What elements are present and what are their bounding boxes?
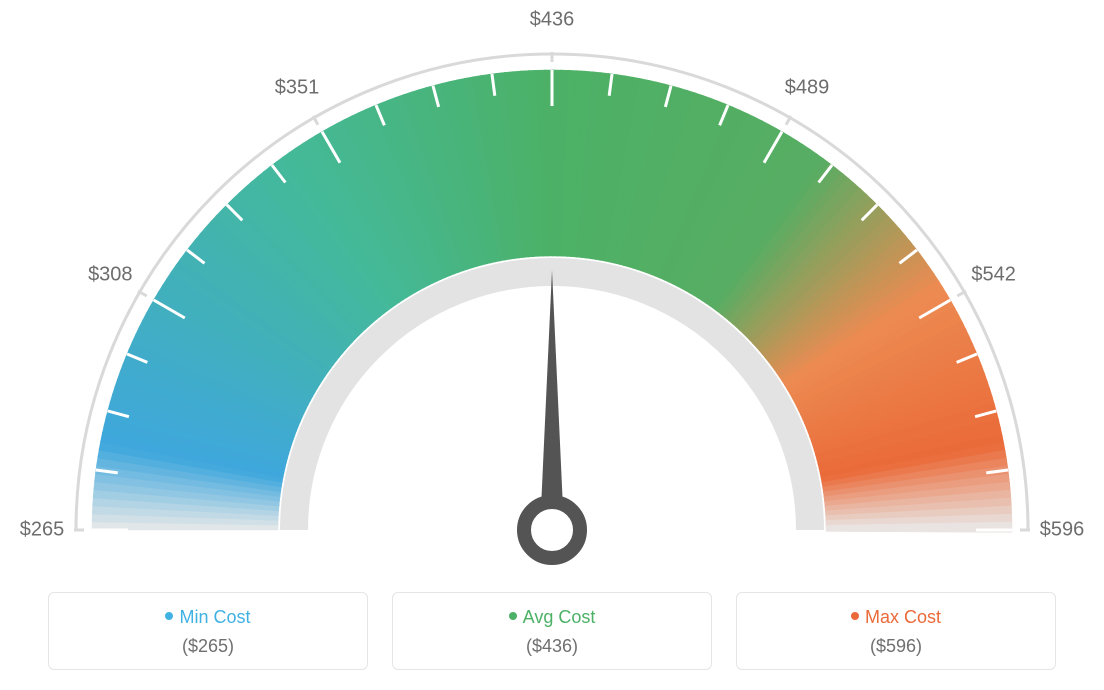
legend-title-min: Min Cost xyxy=(49,607,367,628)
gauge-tick-label: $489 xyxy=(785,77,830,99)
gauge-tick-label: $596 xyxy=(1040,518,1085,540)
legend-row: Min Cost ($265) Avg Cost ($436) Max Cost… xyxy=(0,592,1104,670)
gauge-tick-label: $308 xyxy=(88,263,133,285)
legend-value-max: ($596) xyxy=(737,636,1055,657)
legend-card-min: Min Cost ($265) xyxy=(48,592,368,670)
chart-container: $265 $308 $351 $436 $489 $542 $596 Min Cost ($… xyxy=(0,0,1104,690)
legend-value-min: ($265) xyxy=(49,636,367,657)
legend-card-max: Max Cost ($596) xyxy=(736,592,1056,670)
gauge-chart: $265 $308 $351 $436 $489 $542 $596 xyxy=(0,0,1104,580)
legend-label-min: Min Cost xyxy=(179,607,250,627)
gauge-tick-label: $542 xyxy=(971,263,1016,285)
legend-dot-min xyxy=(165,612,173,620)
legend-value-avg: ($436) xyxy=(393,636,711,657)
gauge-tick-label: $265 xyxy=(20,518,65,540)
gauge-svg: $265 $308 $351 $436 $489 $542 $596 xyxy=(0,0,1104,580)
legend-label-avg: Avg Cost xyxy=(523,607,596,627)
gauge-tick-label: $351 xyxy=(275,77,320,99)
legend-dot-max xyxy=(851,612,859,620)
legend-dot-avg xyxy=(509,612,517,620)
legend-title-max: Max Cost xyxy=(737,607,1055,628)
legend-card-avg: Avg Cost ($436) xyxy=(392,592,712,670)
gauge-tick-label: $436 xyxy=(530,8,575,30)
legend-title-avg: Avg Cost xyxy=(393,607,711,628)
legend-label-max: Max Cost xyxy=(865,607,941,627)
